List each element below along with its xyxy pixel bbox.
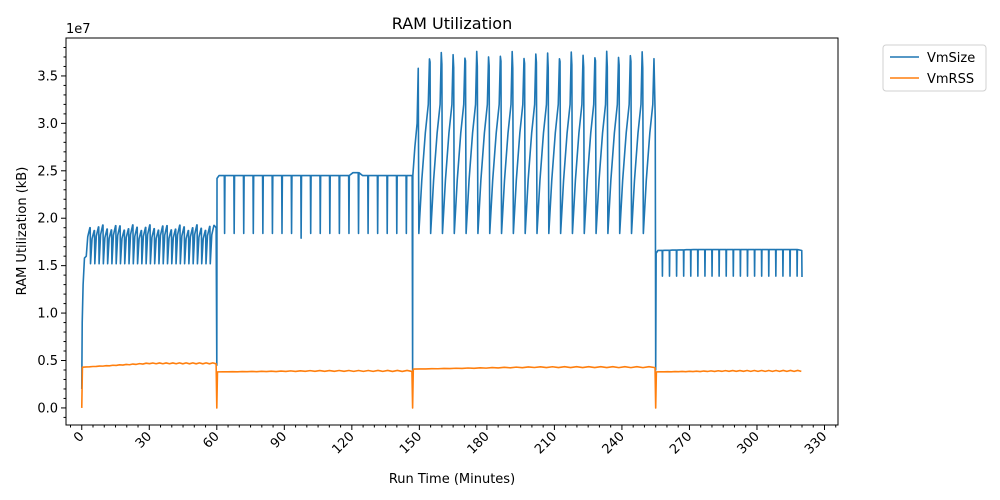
y-tick-label: 1.5 [37, 259, 58, 274]
x-tick-label: 270 [667, 429, 695, 457]
x-tick-label: 30 [133, 429, 155, 451]
y-tick-label: 0.0 [37, 401, 58, 416]
x-axis: 0 30 60 90 120 150 180 210 240 270 300 330 [70, 425, 837, 457]
x-tick-label: 210 [532, 429, 560, 457]
x-tick-label: 180 [465, 429, 493, 457]
y-tick-label: 3.5 [37, 69, 58, 84]
legend: VmSize VmRSS [882, 44, 987, 92]
series-layer [80, 50, 803, 409]
series-line-vmrss [80, 362, 802, 409]
y-axis: 0.0 0.5 1.0 1.5 2.0 2.5 3.0 3.5 [37, 46, 66, 418]
legend-vmrss-label: VmRSS [927, 72, 974, 87]
y-tick-label: 3.0 [37, 117, 58, 132]
y-tick-label: 2.0 [37, 212, 58, 227]
x-tick-label: 330 [802, 429, 830, 457]
x-tick-label: 150 [397, 429, 425, 457]
plot-frame [65, 37, 839, 426]
chart-title: RAM Utilization [392, 14, 512, 33]
y-axis-title: RAM Utilization (kB) [15, 167, 30, 296]
series-line-vmsize [80, 50, 803, 389]
x-tick-label: 0 [71, 429, 87, 445]
x-tick-label: 60 [200, 429, 222, 451]
y-tick-label: 1.0 [37, 307, 58, 322]
x-tick-label: 300 [735, 429, 763, 457]
y-scale-label: 1e7 [66, 22, 91, 37]
x-tick-label: 90 [268, 429, 290, 451]
legend-vmsize-label: VmSize [927, 51, 975, 66]
x-tick-label: 240 [600, 429, 628, 457]
y-tick-label: 2.5 [37, 164, 58, 179]
y-tick-label: 0.5 [37, 354, 58, 369]
x-axis-title: Run Time (Minutes) [389, 472, 515, 487]
x-tick-label: 120 [330, 429, 358, 457]
